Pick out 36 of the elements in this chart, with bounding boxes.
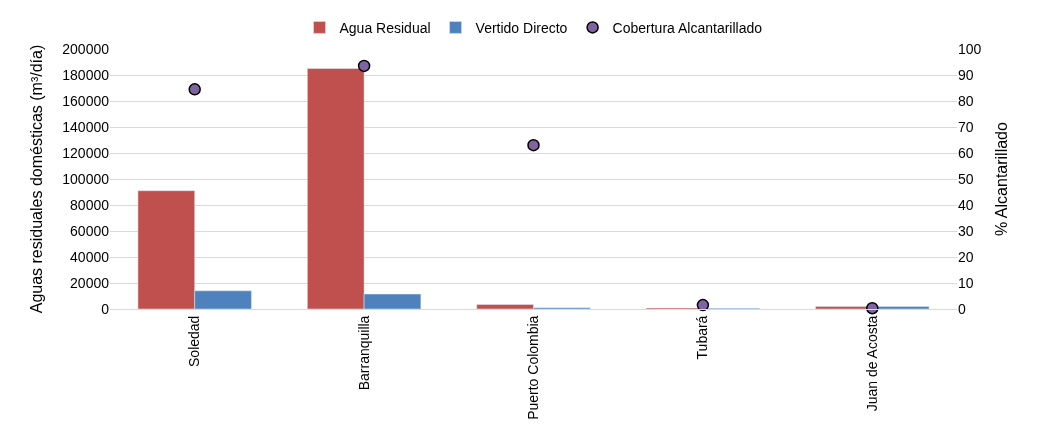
y-tick-label: 120000 [62, 144, 110, 161]
y2-tick-label: 0 [958, 300, 966, 317]
y-tick-label: 140000 [62, 118, 110, 135]
legend-label: Agua Residual [339, 19, 431, 36]
y2-tick-label: 100 [958, 40, 982, 57]
y2-tick-label: 70 [958, 118, 974, 135]
y2-tick-label: 20 [958, 248, 974, 265]
y-tick-label: 160000 [62, 92, 110, 109]
y-tick-label: 80000 [70, 196, 110, 213]
point [357, 59, 371, 73]
y2-tick-label: 90 [958, 66, 974, 83]
x-tick-label: Tubará [694, 315, 711, 360]
y2-tick-label: 40 [958, 196, 974, 213]
y-tick-label: 20000 [70, 274, 110, 291]
y2-axis-title: % Alcantarillado [993, 121, 1011, 236]
y-axis-title: Aguas residuales domésticas (m³/día) [28, 44, 46, 314]
legend-label: Vertido Directo [475, 19, 568, 36]
y-tick-label: 0 [101, 300, 110, 317]
point [527, 138, 540, 152]
y2-tick-label: 50 [958, 170, 974, 187]
y2-tick-label: 60 [958, 144, 974, 161]
x-tick-label: Barranquilla [355, 315, 372, 391]
y-tick-label: 60000 [70, 222, 110, 239]
point [188, 83, 201, 96]
y-tick-label: 200000 [62, 40, 110, 57]
x-tick-label: Puerto Colombia [525, 315, 542, 420]
legend-label: Cobertura Alcantarillado [612, 19, 763, 36]
y2-tick-label: 30 [958, 222, 974, 239]
y-tick-label: 100000 [62, 170, 110, 187]
y-tick-label: 180000 [62, 66, 110, 83]
y-tick-label: 40000 [70, 248, 110, 265]
y2-tick-label: 10 [958, 274, 974, 291]
y2-tick-label: 80 [958, 92, 974, 109]
point [696, 298, 710, 312]
x-tick-label: Soledad [186, 315, 203, 367]
x-tick-label: Juan de Acosta [863, 315, 880, 412]
